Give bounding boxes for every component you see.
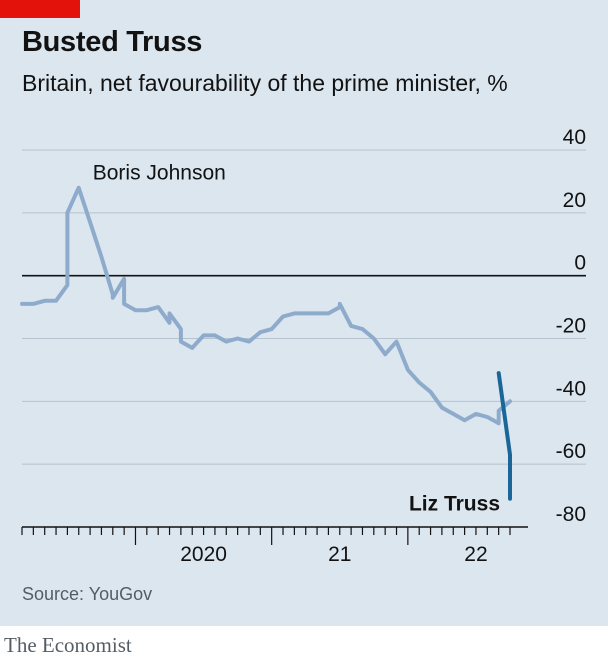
y-tick-label: -60 (556, 440, 586, 463)
series-line-liz-truss (496, 371, 512, 501)
source-note: Source: YouGov (22, 584, 153, 604)
x-tick-label: 2020 (180, 543, 227, 566)
series-lines (20, 185, 512, 501)
y-tick-label: 40 (563, 126, 586, 149)
y-tick-label: -80 (556, 503, 586, 526)
chart-title: Busted Truss (22, 26, 203, 58)
line-chart: 40 20 0 -20 -40 -60 -80 2020 21 22 Boris Johnson… (20, 126, 586, 566)
series-label-liz-truss: Liz Truss (409, 493, 500, 516)
y-axis-tick-labels: 40 20 0 -20 -40 -60 -80 (556, 126, 586, 526)
y-tick-label: 20 (563, 189, 586, 212)
chart-subtitle: Britain, net favourability of the prime … (22, 70, 508, 96)
x-tick-label: 22 (464, 543, 487, 566)
gridlines (22, 149, 586, 465)
y-tick-label: -40 (556, 377, 586, 400)
x-tick-label: 21 (328, 543, 351, 566)
x-axis: 2020 21 22 (21, 526, 528, 566)
series-label-boris-johnson: Boris Johnson (93, 162, 226, 185)
series-labels: Boris Johnson Liz Truss (93, 162, 500, 516)
brand-red-tag (0, 0, 80, 18)
y-tick-label: -20 (556, 315, 586, 338)
y-tick-label: 0 (574, 252, 586, 275)
publisher-brand: The Economist (4, 633, 132, 657)
series-line-boris-johnson (20, 185, 512, 426)
